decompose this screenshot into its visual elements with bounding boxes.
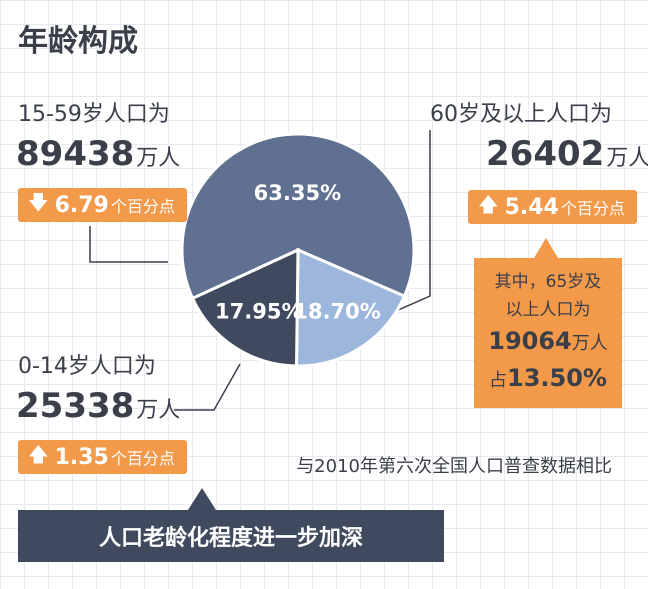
arrow-down-icon: 🡇 [28,190,49,214]
callout-line-1: 其中，65岁及 [494,272,602,292]
callout-share-value: 13.50% [507,364,607,392]
group-60-change: 5.44 [504,194,559,220]
arrow-up-icon: 🡅 [478,192,499,216]
pie-slice-15-59 [180,132,416,301]
group-15-59-number: 89438 [16,134,135,174]
group-15-59-unit: 万人 [136,146,181,171]
callout-share-prefix: 占 [489,370,508,391]
callout-share: 占13.50% [474,361,622,398]
group-60-value: 26402万人 [486,134,648,174]
pie-label-60-plus: 18.70% [293,299,380,323]
group-15-59-change-badge: 🡇 6.79 个百分点 [18,188,187,222]
group-0-14-change-unit: 个百分点 [110,449,175,468]
group-0-14-value: 25338万人 [16,386,180,426]
connector-line-15-59 [89,226,168,263]
pie-label-0-14: 17.95% [215,299,302,323]
callout-number: 19064 [488,327,572,355]
group-60-change-unit: 个百分点 [560,199,625,218]
group-15-59-change: 6.79 [54,192,109,218]
banner-pointer [188,488,216,510]
group-0-14-change: 1.35 [54,444,109,470]
callout-value: 19064万人 [474,324,622,361]
callout-unit: 万人 [571,333,608,354]
pie-slice-0-14 [190,247,300,368]
pie-slices [180,132,416,368]
footnote: 与2010年第六次全国人口普查数据相比 [296,456,612,477]
group-60-label: 60岁及以上人口为 [430,102,612,127]
group-15-59-value: 89438万人 [16,134,180,174]
page-title: 年龄构成 [18,24,138,59]
banner: 人口老龄化程度进一步加深 [18,510,444,562]
group-60-unit: 万人 [606,146,648,171]
group-0-14-unit: 万人 [136,398,181,423]
group-0-14-change-badge: 🡅 1.35 个百分点 [18,440,187,474]
group-0-14-number: 25338 [16,386,135,426]
group-15-59-change-unit: 个百分点 [110,197,175,216]
arrow-up-icon: 🡅 [28,442,49,466]
group-60-change-badge: 🡅 5.44 个百分点 [468,190,637,224]
callout-line-2: 以上人口为 [505,300,591,320]
callout-pointer [534,238,558,258]
pie-labels: 63.35% 18.70%17.95% [215,181,381,323]
group-15-59-label: 15-59岁人口为 [18,102,170,127]
connector-line-0-14 [174,363,241,411]
group-60-number: 26402 [486,134,605,174]
pie-label-15-59: 63.35% [254,181,341,205]
group-0-14-label: 0-14岁人口为 [18,354,156,379]
callout-65-plus: 其中，65岁及 以上人口为 19064万人 占13.50% [474,258,622,408]
pie-slice-60-plus [294,247,407,368]
